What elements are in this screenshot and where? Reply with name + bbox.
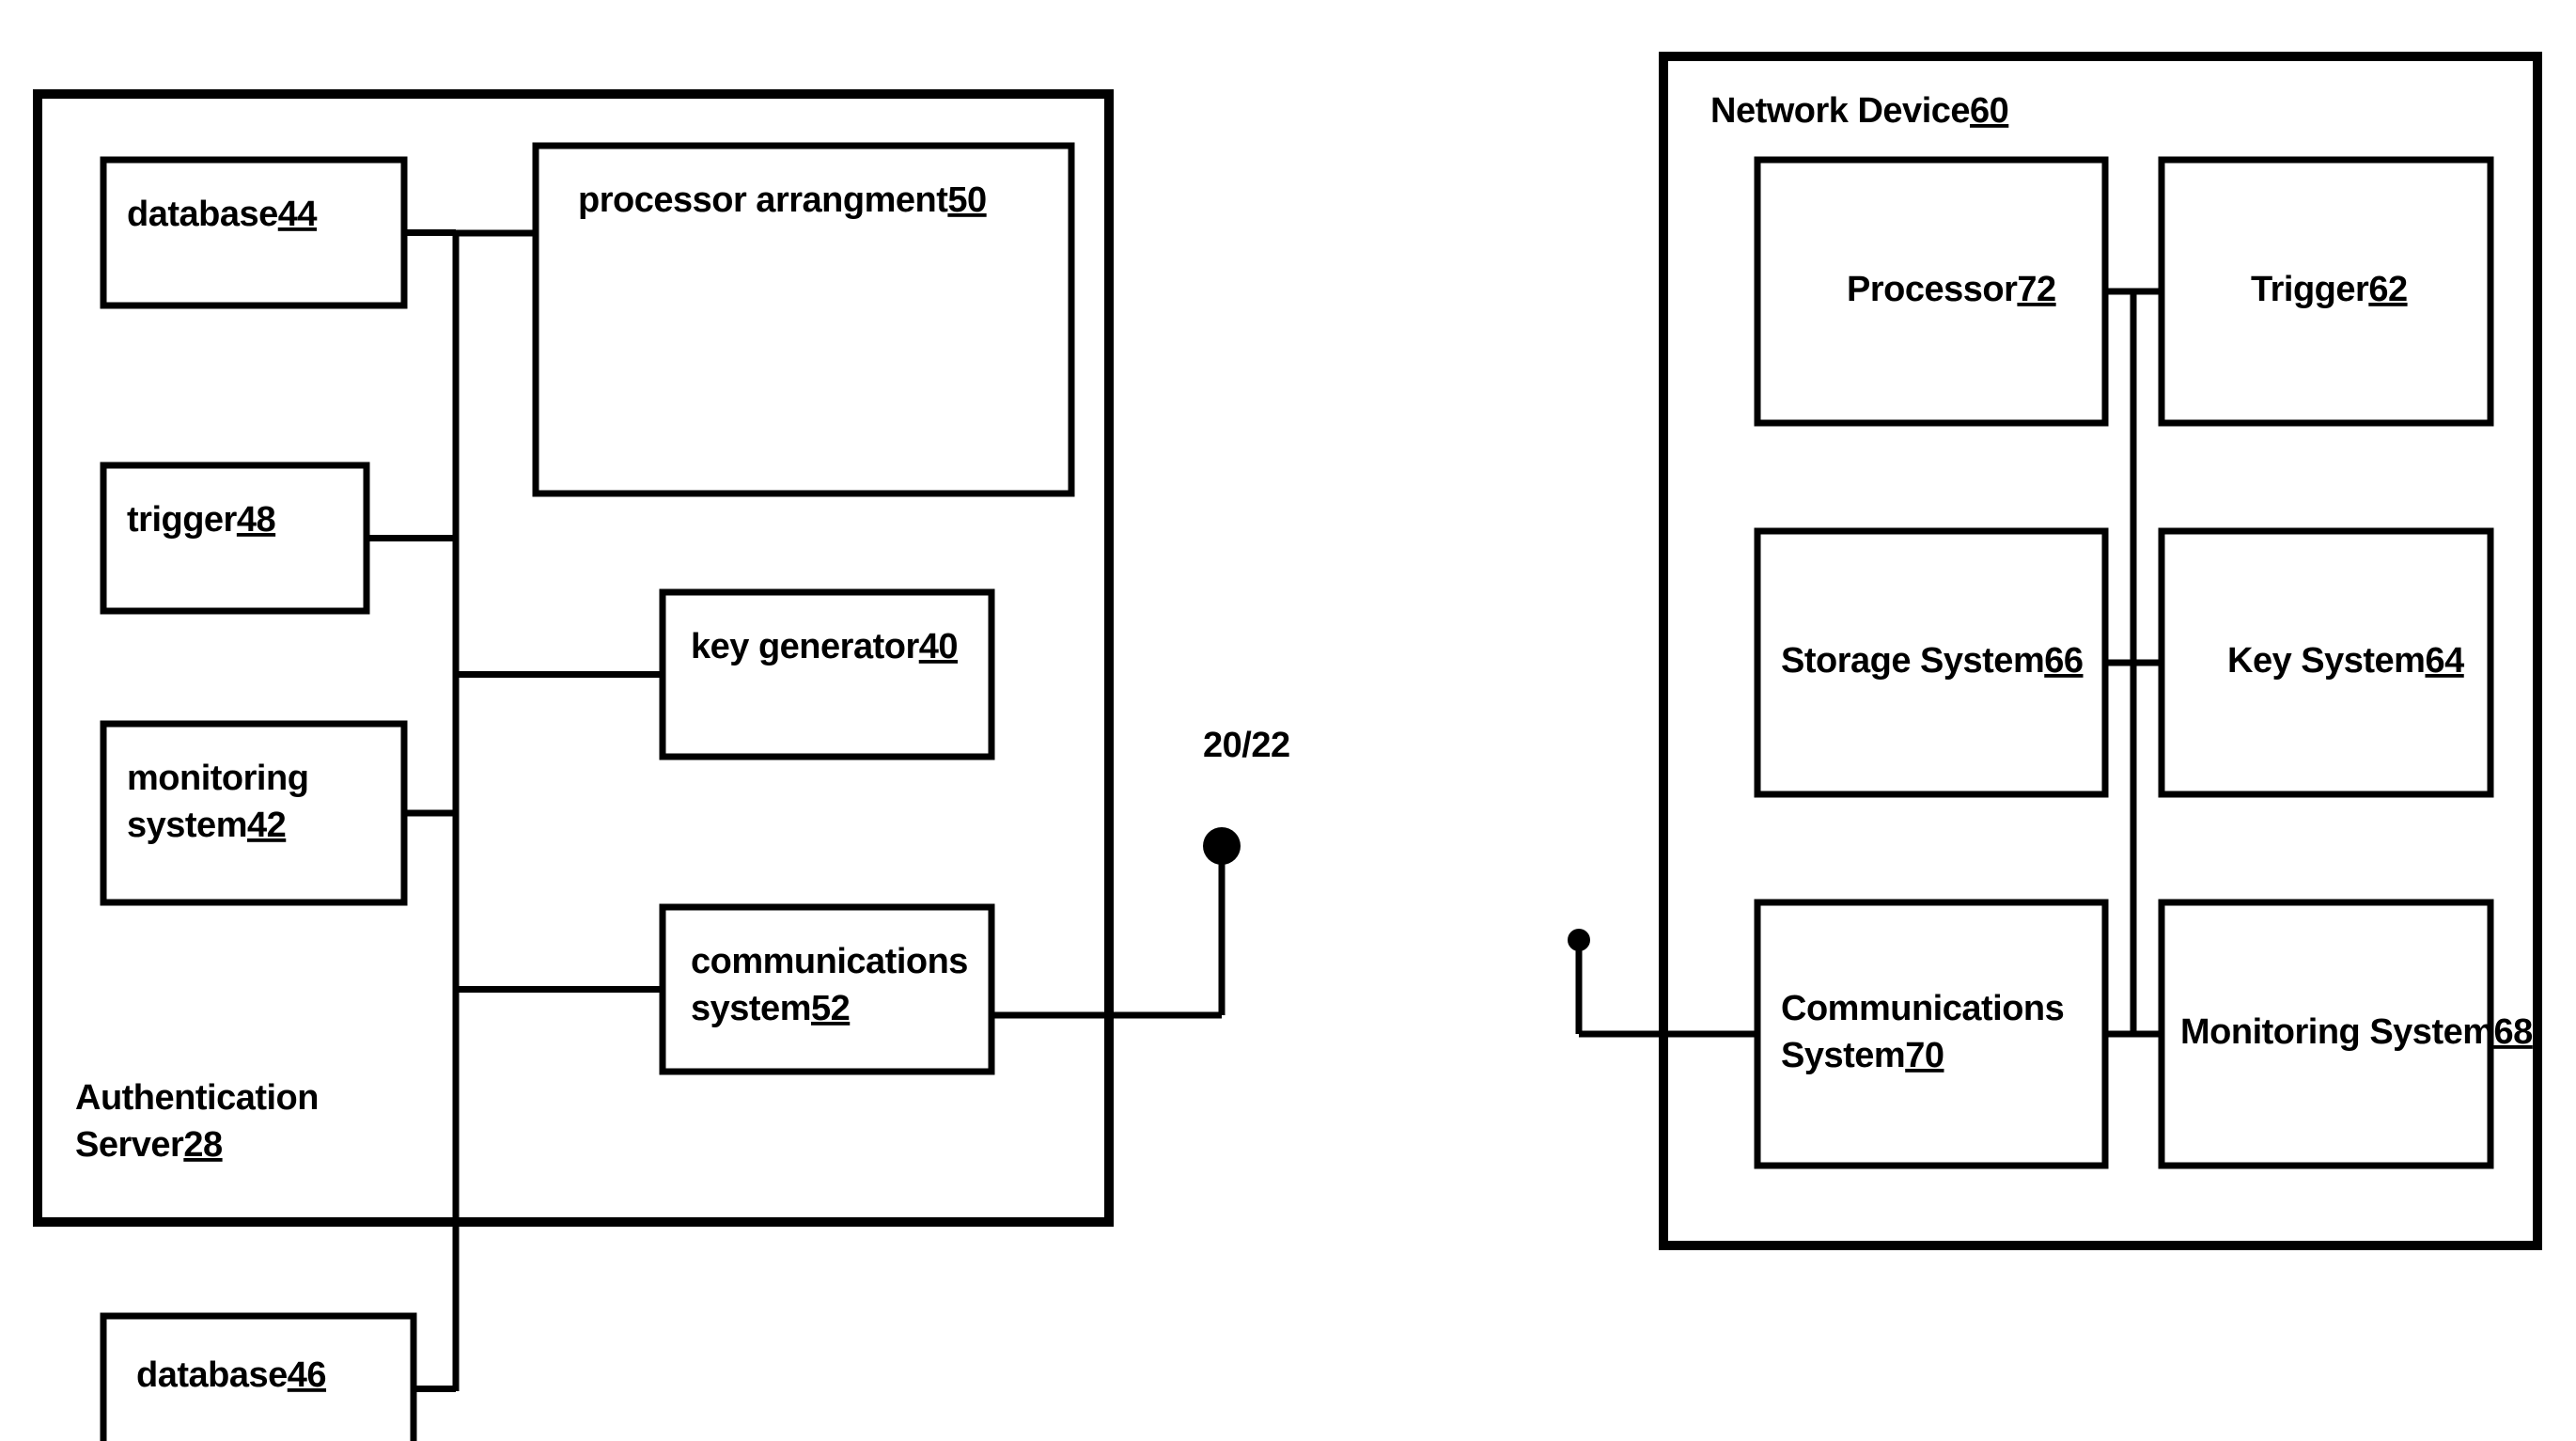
svg-text:Key System: Key System bbox=[2227, 641, 2425, 681]
svg-text:database: database bbox=[127, 195, 278, 234]
svg-text:42: 42 bbox=[247, 806, 286, 845]
svg-text:Storage System: Storage System bbox=[1781, 641, 2044, 681]
svg-text:Server: Server bbox=[75, 1125, 184, 1165]
label-key40: key generator 40 bbox=[691, 627, 958, 666]
netdev-title: Network Device 60 bbox=[1710, 91, 2008, 131]
svg-text:28: 28 bbox=[183, 1125, 222, 1165]
label-db44: database 44 bbox=[127, 195, 317, 234]
svg-text:Processor: Processor bbox=[1847, 270, 2018, 309]
label-key64: Key System 64 bbox=[2227, 641, 2464, 681]
svg-text:processor arrangment: processor arrangment bbox=[578, 180, 948, 220]
svg-text:46: 46 bbox=[288, 1355, 326, 1395]
svg-text:Trigger: Trigger bbox=[2251, 270, 2369, 309]
svg-text:68: 68 bbox=[2494, 1012, 2533, 1052]
keygen40-box bbox=[663, 592, 991, 757]
svg-text:70: 70 bbox=[1905, 1036, 1944, 1075]
svg-text:40: 40 bbox=[919, 627, 958, 666]
svg-text:72: 72 bbox=[2017, 270, 2055, 309]
svg-text:52: 52 bbox=[811, 989, 850, 1028]
net-label-2022: 20/22 bbox=[1203, 726, 1290, 765]
svg-text:44: 44 bbox=[278, 195, 318, 234]
label-mon42-l1: monitoring bbox=[127, 759, 308, 798]
auth-title-l2: Server 28 bbox=[75, 1125, 223, 1165]
label-stor66: Storage System 66 bbox=[1781, 641, 2084, 681]
svg-text:System: System bbox=[1781, 1036, 1905, 1075]
label-proc72: Processor 72 bbox=[1847, 270, 2056, 309]
label-db46: database 46 bbox=[136, 1355, 326, 1395]
svg-text:64: 64 bbox=[2425, 641, 2464, 681]
svg-text:key generator: key generator bbox=[691, 627, 919, 666]
label-comm70-l2: System 70 bbox=[1781, 1036, 1944, 1075]
svg-text:48: 48 bbox=[237, 500, 275, 540]
label-proc50: processor arrangment 50 bbox=[578, 180, 987, 220]
net-dot bbox=[1203, 827, 1241, 865]
label-mon68: Monitoring System 68 bbox=[2180, 1012, 2533, 1052]
label-comm52-l1: communications bbox=[691, 942, 968, 981]
svg-text:60: 60 bbox=[1970, 91, 2008, 131]
svg-text:Monitoring System: Monitoring System bbox=[2180, 1012, 2494, 1052]
comm70-box bbox=[1757, 902, 2105, 1166]
svg-text:50: 50 bbox=[947, 180, 986, 220]
label-trig48: trigger 48 bbox=[127, 500, 275, 540]
label-comm70-l1: Communications bbox=[1781, 989, 2064, 1028]
label-comm52-l2: system 52 bbox=[691, 989, 850, 1028]
label-trig62: Trigger 62 bbox=[2251, 270, 2408, 309]
svg-text:trigger: trigger bbox=[127, 500, 238, 540]
svg-text:62: 62 bbox=[2368, 270, 2407, 309]
svg-text:database: database bbox=[136, 1355, 288, 1395]
svg-text:system: system bbox=[127, 806, 247, 845]
auth-title-l1: Authentication bbox=[75, 1078, 319, 1118]
svg-text:66: 66 bbox=[2044, 641, 2083, 681]
svg-text:system: system bbox=[691, 989, 811, 1028]
svg-text:Network Device: Network Device bbox=[1710, 91, 1970, 131]
label-mon42-l2: system 42 bbox=[127, 806, 286, 845]
